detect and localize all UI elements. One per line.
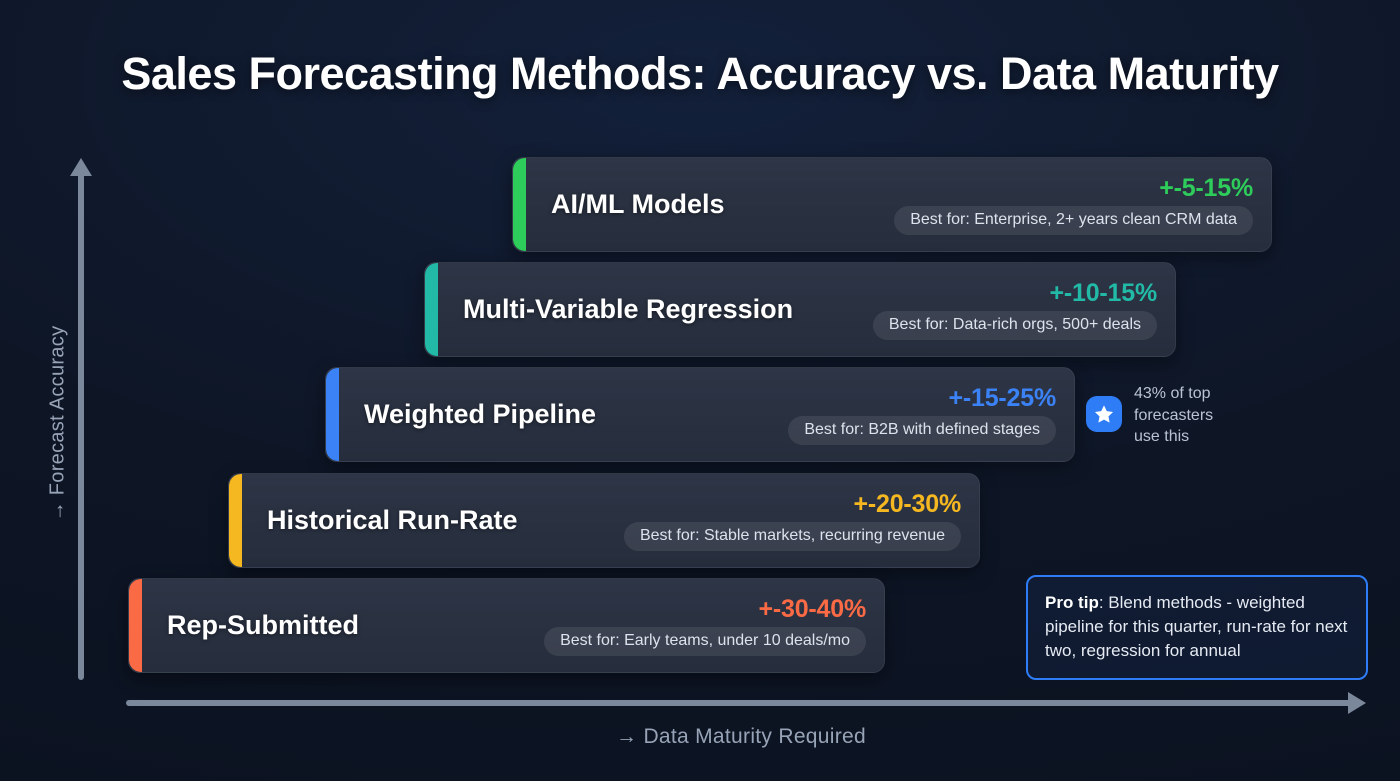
method-metrics: +-20-30% Best for: Stable markets, recurr… (623, 490, 962, 551)
method-bar[interactable]: AI/ML Models +-5-15% Best for: Enterprise,… (512, 157, 1272, 252)
accuracy-range: +-30-40% (758, 595, 867, 623)
accuracy-range: +-10-15% (1049, 279, 1158, 307)
method-metrics: +-5-15% Best for: Enterprise, 2+ years cl… (894, 174, 1253, 235)
top-forecasters-callout: 43% of top forecasters use this (1086, 383, 1213, 448)
pro-tip-box: Pro tip: Blend methods - weighted pipeli… (1026, 575, 1368, 681)
y-axis-label: → Forecast Accuracy (46, 325, 69, 522)
x-axis-arrowhead-icon (1348, 692, 1366, 714)
x-axis-line (126, 700, 1356, 706)
best-for-pill: Best for: Early teams, under 10 deals/mo (544, 627, 866, 656)
method-name: Historical Run-Rate (267, 505, 518, 535)
y-axis-line (78, 172, 84, 680)
x-axis-label: → Data Maturity Required (616, 725, 866, 748)
page-title: Sales Forecasting Methods: Accuracy vs. … (121, 48, 1279, 99)
method-name: AI/ML Models (551, 189, 725, 219)
method-name: Weighted Pipeline (364, 399, 597, 429)
pro-tip-body: Blend methods - weighted pipeline for th… (1045, 593, 1348, 661)
method-name: Multi-Variable Regression (463, 294, 794, 324)
accuracy-range: +-5-15% (1159, 174, 1253, 202)
method-accent-stripe (129, 579, 142, 672)
method-bar[interactable]: Multi-Variable Regression +-10-15% Best fo… (424, 262, 1176, 357)
accuracy-range: +-20-30% (853, 490, 962, 518)
pro-tip-separator: : (1098, 593, 1109, 612)
y-axis-arrowhead-icon (70, 158, 92, 176)
method-bar[interactable]: Historical Run-Rate +-20-30% Best for: Sta… (228, 473, 980, 568)
top-forecasters-text: 43% of top forecasters use this (1134, 385, 1214, 446)
accuracy-range: +-15-25% (948, 384, 1057, 412)
method-name: Rep-Submitted (167, 610, 359, 640)
method-metrics: +-10-15% Best for: Data-rich orgs, 500+ d… (872, 279, 1158, 340)
method-bar[interactable]: Weighted Pipeline +-15-25% Best for: B2B w… (325, 367, 1075, 462)
pro-tip-label: Pro tip (1045, 593, 1099, 612)
best-for-pill: Best for: Stable markets, recurring reve… (623, 522, 961, 551)
method-accent-stripe (513, 158, 526, 251)
method-metrics: +-30-40% Best for: Early teams, under 10 … (544, 595, 866, 656)
best-for-pill: Best for: Enterprise, 2+ years clean CRM… (894, 206, 1253, 235)
method-metrics: +-15-25% Best for: B2B with defined stage… (788, 384, 1056, 445)
star-icon (1086, 396, 1122, 432)
method-accent-stripe (425, 263, 438, 356)
best-for-pill: Best for: B2B with defined stages (788, 416, 1056, 445)
best-for-pill: Best for: Data-rich orgs, 500+ deals (872, 311, 1157, 340)
method-bar[interactable]: Rep-Submitted +-30-40% Best for: Early tea… (128, 578, 885, 673)
method-accent-stripe (326, 368, 339, 461)
method-accent-stripe (229, 474, 242, 567)
